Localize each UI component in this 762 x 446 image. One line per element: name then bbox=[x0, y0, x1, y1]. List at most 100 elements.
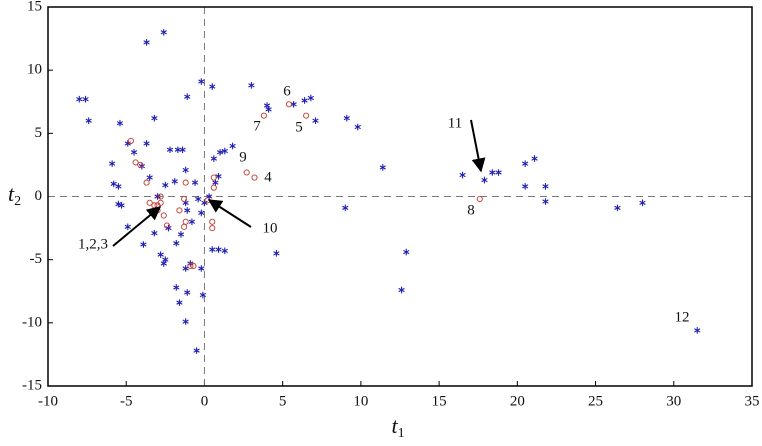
x-tick-label: 25 bbox=[588, 393, 603, 409]
x-tick-label: -10 bbox=[38, 393, 58, 409]
point bbox=[146, 199, 153, 206]
point bbox=[184, 289, 191, 296]
point bbox=[198, 209, 205, 217]
x-tick-label: -5 bbox=[120, 393, 133, 409]
point bbox=[132, 159, 139, 166]
point bbox=[209, 83, 216, 90]
point bbox=[215, 246, 222, 253]
annotation: 9 bbox=[239, 149, 247, 165]
y-tick-label: 10 bbox=[27, 62, 42, 78]
point bbox=[191, 179, 199, 186]
point bbox=[198, 78, 205, 85]
point bbox=[173, 239, 180, 247]
point bbox=[187, 262, 194, 270]
point bbox=[160, 212, 167, 219]
point bbox=[542, 198, 549, 205]
annotation: 6 bbox=[283, 83, 291, 99]
annotation-arrow bbox=[470, 119, 486, 173]
point bbox=[614, 204, 621, 212]
point bbox=[176, 207, 183, 214]
y-tick-label: -5 bbox=[30, 251, 43, 267]
y-tick-label: 15 bbox=[27, 0, 42, 14]
annotation-arrow bbox=[112, 206, 162, 247]
annotation: 4 bbox=[264, 169, 272, 185]
annotation: 11 bbox=[448, 115, 462, 131]
point bbox=[160, 28, 167, 36]
annotation: 5 bbox=[295, 119, 303, 135]
point bbox=[151, 202, 158, 209]
point bbox=[179, 146, 186, 154]
annotation: 10 bbox=[263, 220, 278, 236]
point bbox=[195, 195, 202, 203]
point bbox=[157, 251, 164, 258]
point bbox=[110, 180, 117, 188]
point bbox=[190, 262, 197, 270]
annotation: 12 bbox=[675, 309, 690, 325]
point bbox=[182, 318, 189, 325]
point bbox=[260, 112, 267, 119]
point bbox=[531, 155, 538, 162]
point bbox=[118, 202, 125, 209]
point bbox=[154, 193, 161, 200]
point bbox=[157, 199, 164, 206]
point bbox=[163, 222, 170, 229]
point bbox=[495, 169, 502, 176]
point bbox=[151, 114, 158, 122]
x-tick-label: 0 bbox=[201, 393, 209, 409]
point bbox=[174, 146, 181, 154]
point bbox=[481, 176, 488, 184]
point bbox=[212, 179, 219, 186]
y-tick-label: -15 bbox=[22, 377, 42, 393]
point bbox=[251, 174, 258, 181]
point bbox=[130, 148, 138, 156]
point bbox=[398, 286, 405, 294]
x-tick-label: 35 bbox=[745, 393, 760, 409]
point bbox=[210, 184, 217, 191]
point bbox=[198, 265, 205, 272]
point bbox=[476, 195, 483, 203]
point bbox=[143, 179, 150, 186]
point bbox=[176, 299, 183, 306]
point bbox=[151, 229, 158, 237]
point bbox=[188, 218, 196, 226]
point bbox=[181, 195, 188, 203]
point bbox=[137, 161, 144, 168]
point bbox=[301, 97, 308, 104]
point bbox=[303, 112, 310, 119]
point bbox=[182, 179, 189, 186]
x-tick-label: 15 bbox=[432, 393, 447, 409]
point bbox=[522, 160, 529, 167]
point bbox=[216, 148, 224, 156]
point bbox=[199, 291, 207, 299]
point bbox=[146, 174, 153, 181]
point bbox=[273, 250, 280, 257]
annotation-arrow bbox=[207, 199, 252, 228]
point bbox=[181, 223, 188, 230]
point bbox=[229, 142, 236, 150]
point bbox=[343, 114, 350, 122]
point bbox=[379, 164, 386, 171]
point bbox=[193, 347, 200, 354]
point bbox=[162, 256, 169, 263]
point bbox=[184, 207, 191, 214]
x-tick-label: 30 bbox=[666, 393, 681, 409]
point bbox=[171, 178, 178, 185]
annotation: 8 bbox=[467, 202, 475, 218]
point bbox=[124, 223, 131, 231]
point bbox=[307, 94, 314, 102]
y-tick-label: 0 bbox=[35, 188, 43, 204]
point bbox=[173, 284, 180, 291]
point bbox=[182, 265, 189, 272]
point bbox=[177, 231, 185, 238]
annotation: 7 bbox=[253, 118, 261, 134]
y-tick-label: 5 bbox=[35, 125, 43, 141]
point bbox=[639, 199, 646, 207]
point bbox=[140, 241, 147, 248]
x-tick-label: 10 bbox=[353, 393, 368, 409]
y-axis-label: t2 bbox=[8, 181, 21, 209]
point bbox=[143, 140, 150, 147]
point bbox=[459, 171, 466, 179]
point bbox=[354, 123, 361, 131]
point bbox=[166, 146, 174, 154]
